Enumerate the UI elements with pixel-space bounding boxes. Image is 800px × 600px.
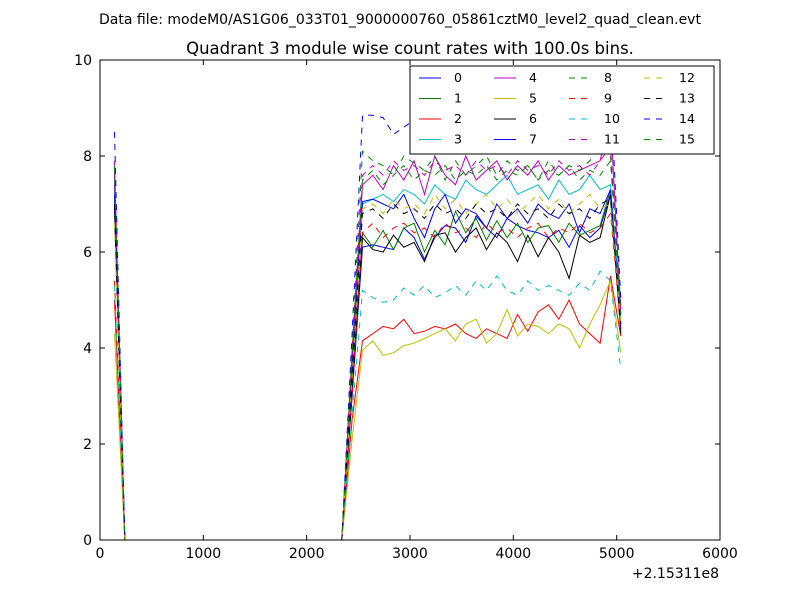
y-tick-label: 6 (83, 245, 92, 261)
data-file-caption: Data file: modeM0/AS1G06_033T01_90000007… (99, 12, 701, 28)
x-tick-label: 1000 (186, 546, 222, 562)
y-tick-label: 10 (74, 53, 92, 69)
legend-label-15: 15 (679, 132, 695, 147)
legend-label-6: 6 (529, 111, 537, 126)
y-tick-label: 0 (83, 533, 92, 549)
x-tick-label: 2000 (289, 546, 325, 562)
legend-label-9: 9 (604, 91, 612, 106)
y-tick-label: 8 (83, 149, 92, 165)
x-tick-label: 0 (96, 546, 105, 562)
legend-label-8: 8 (604, 70, 612, 85)
legend-label-7: 7 (529, 132, 537, 147)
legend-label-10: 10 (604, 111, 620, 126)
x-tick-label: 4000 (496, 546, 532, 562)
legend-label-3: 3 (454, 132, 462, 147)
legend-label-11: 11 (604, 132, 620, 147)
legend-label-14: 14 (679, 111, 695, 126)
x-axis-group: 0 1000 2000 3000 4000 5000 6000 (96, 60, 738, 562)
x-axis-offset-label: +2.15311e8 (632, 566, 719, 582)
legend-label-12: 12 (679, 70, 695, 85)
legend-label-5: 5 (529, 91, 537, 106)
y-tick-label: 4 (83, 341, 92, 357)
series-line-11 (114, 144, 622, 541)
legend-box (409, 65, 715, 155)
legend-label-0: 0 (454, 70, 462, 85)
legend-label-2: 2 (454, 111, 462, 126)
x-tick-label: 3000 (392, 546, 428, 562)
legend-label-13: 13 (679, 91, 695, 106)
legend-label-4: 4 (529, 70, 537, 85)
x-tick-label: 6000 (702, 546, 738, 562)
legend-label-1: 1 (454, 91, 462, 106)
y-tick-label: 2 (83, 437, 92, 453)
chart-title: Quadrant 3 module wise count rates with … (186, 39, 634, 58)
x-tick-label: 5000 (599, 546, 635, 562)
